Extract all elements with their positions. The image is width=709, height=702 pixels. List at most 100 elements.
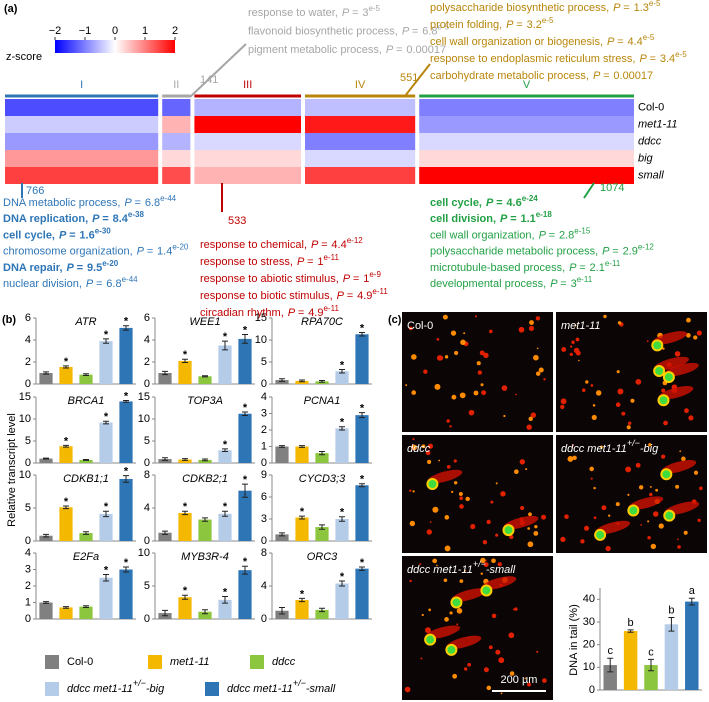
bar	[238, 490, 252, 541]
legend-label: ddcc met1-11+/−-small	[227, 678, 336, 695]
nucleus-dot	[454, 481, 458, 485]
nucleus-dot	[525, 468, 528, 471]
go-term-part: 6.8	[145, 197, 160, 209]
nucleus-dot	[593, 486, 596, 490]
error-bar	[242, 483, 248, 498]
nucleus-dot	[648, 443, 652, 447]
comet-head	[480, 584, 493, 597]
gene-count: 766	[26, 185, 44, 197]
nucleus-dot	[483, 667, 489, 673]
go-term: flavonoid biosynthetic process, P = 6.8e-5	[248, 22, 450, 37]
nucleus-dot	[444, 355, 449, 359]
heatmap-cell	[162, 116, 191, 133]
colorbar-tick-label: 0	[112, 25, 118, 37]
nucleus-dot	[575, 350, 581, 356]
y-tick-label: 0	[261, 535, 267, 547]
nucleus-dot	[456, 623, 459, 626]
bar	[315, 609, 329, 619]
go-term-part: e-5	[643, 33, 655, 42]
error-bar	[83, 531, 89, 535]
y-tick-label: 6	[261, 491, 267, 503]
gene-name: PCNA1	[304, 395, 341, 407]
nucleus-dot	[567, 456, 574, 462]
nucleus-dot	[528, 416, 533, 422]
significance-mark: *	[104, 564, 109, 576]
go-term-part: 2.9	[623, 246, 638, 258]
y-tick-label: 4	[25, 547, 31, 559]
nucleus-dot	[520, 505, 525, 511]
error-bar	[359, 483, 365, 488]
nucleus-dot	[662, 347, 665, 350]
nucleus-dot	[615, 502, 620, 507]
heatmap-cell	[5, 150, 159, 167]
significance-mark: *	[183, 585, 188, 597]
error-bar	[63, 365, 69, 369]
error-bar	[242, 411, 248, 416]
gene-count: 533	[228, 215, 246, 227]
significance-mark: *	[183, 501, 188, 513]
bar	[198, 459, 212, 463]
nucleus-dot	[574, 324, 577, 327]
error-bar	[83, 458, 89, 461]
bar	[99, 513, 113, 541]
nucleus-dot	[683, 530, 688, 535]
nucleus-dot	[605, 545, 611, 552]
nucleus-dot	[409, 520, 416, 527]
y-tick-label: 0	[25, 457, 31, 469]
nucleus-dot	[608, 514, 611, 517]
y-tick-label: 1	[25, 596, 31, 608]
bar	[335, 583, 349, 619]
go-term-part: flavonoid biosynthetic process,	[248, 25, 398, 37]
nucleus-dot	[655, 488, 659, 492]
nucleus-dot	[498, 657, 505, 664]
nucleus-dot	[488, 645, 493, 650]
error-bar	[123, 325, 129, 331]
go-term-part: e-11	[577, 275, 593, 284]
nucleus-dot	[459, 496, 464, 501]
nucleus-dot	[615, 402, 621, 408]
nucleus-dot	[444, 515, 450, 520]
go-term: cell cycle, P = 4.6e-24	[430, 194, 538, 209]
y-tick-label: 20	[583, 639, 595, 651]
go-term-part: cell cycle,	[430, 197, 482, 209]
nucleus-dot	[650, 543, 657, 550]
nucleus-dot	[677, 545, 681, 549]
error-bar	[279, 606, 285, 615]
significance-mark: *	[243, 402, 248, 414]
error-bar	[279, 532, 285, 537]
heatmap-cell	[162, 150, 191, 167]
nucleus-dot	[536, 650, 539, 653]
legend-label-part: -small	[306, 683, 336, 695]
nucleus-dot	[514, 469, 519, 475]
heatmap-cell	[194, 150, 301, 167]
bar	[335, 428, 349, 463]
nucleus-dot	[509, 671, 515, 676]
go-term-part: 1.6	[79, 229, 94, 241]
error-bar	[339, 368, 345, 374]
go-term-part: e-5	[542, 16, 554, 25]
go-term-part: 1	[317, 256, 323, 268]
error-bar	[162, 370, 168, 376]
go-term-part: nuclear division,	[3, 278, 82, 290]
bar	[198, 376, 212, 384]
nucleus-dot	[497, 562, 502, 567]
nucleus-dot	[693, 335, 698, 340]
go-term: developmental process, P = 3e-11	[430, 275, 593, 290]
bar	[238, 413, 252, 463]
error-bar	[359, 332, 365, 337]
go-term-part: 4.4	[331, 239, 346, 251]
nucleus-dot	[590, 477, 593, 480]
error-bar	[222, 596, 228, 604]
error-bar	[627, 629, 634, 633]
error-bar	[279, 378, 285, 382]
go-term-part: P =	[569, 262, 586, 274]
significance-mark: *	[243, 474, 248, 486]
nucleus-dot	[616, 370, 620, 374]
nucleus-dot	[419, 563, 422, 566]
nucleus-dot	[564, 514, 569, 519]
go-term-part: chromosome organization,	[3, 246, 133, 258]
nucleus-dot	[538, 367, 544, 373]
y-tick-label: 6	[144, 312, 150, 324]
error-bar	[319, 607, 325, 613]
